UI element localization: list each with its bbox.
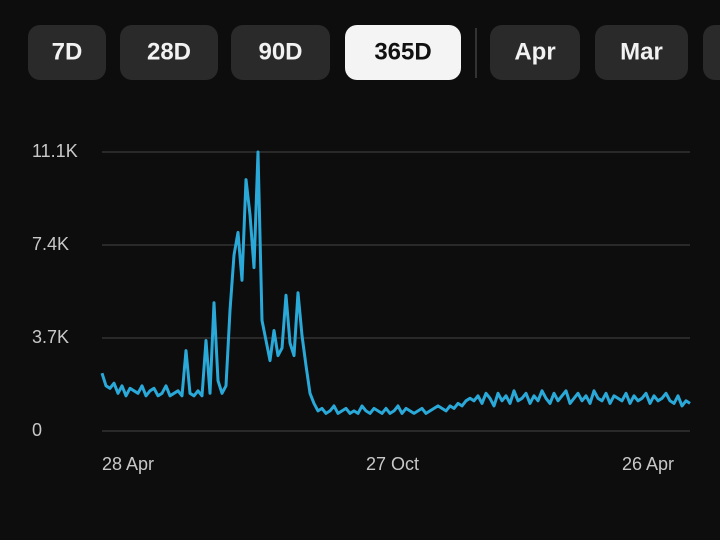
y-tick-label: 3.7K bbox=[32, 327, 69, 347]
range-tabs: 7D 28D 90D 365D Apr Mar bbox=[28, 25, 688, 80]
tab-button[interactable] bbox=[120, 25, 218, 80]
tab-button[interactable] bbox=[490, 25, 580, 80]
tab-button[interactable] bbox=[595, 25, 688, 80]
x-tick-label: 28 Apr bbox=[102, 454, 154, 474]
y-tick-label: 11.1K bbox=[32, 141, 78, 161]
tab-button[interactable] bbox=[28, 25, 106, 80]
tab-button[interactable] bbox=[703, 25, 720, 80]
tab-label[interactable]: 28D bbox=[147, 38, 191, 65]
y-tick-label: 0 bbox=[32, 420, 42, 440]
x-tick-label: 26 Apr bbox=[622, 454, 674, 474]
tab-label[interactable]: 7D bbox=[52, 38, 83, 65]
data-line bbox=[100, 150, 691, 415]
x-tick-label: 27 Oct bbox=[366, 454, 419, 474]
tab-button[interactable] bbox=[345, 25, 461, 80]
y-tick-label: 7.4K bbox=[32, 234, 69, 254]
tab-button[interactable] bbox=[231, 25, 330, 80]
tab-label[interactable]: 90D bbox=[258, 38, 302, 65]
tab-label[interactable]: Mar bbox=[620, 38, 663, 65]
tab-label[interactable]: Apr bbox=[514, 38, 555, 65]
tab-label[interactable]: 365D bbox=[374, 38, 431, 65]
chart: 0 3.7K 7.4K 11.1K 28 Apr 27 Oct 26 Apr bbox=[32, 141, 691, 474]
